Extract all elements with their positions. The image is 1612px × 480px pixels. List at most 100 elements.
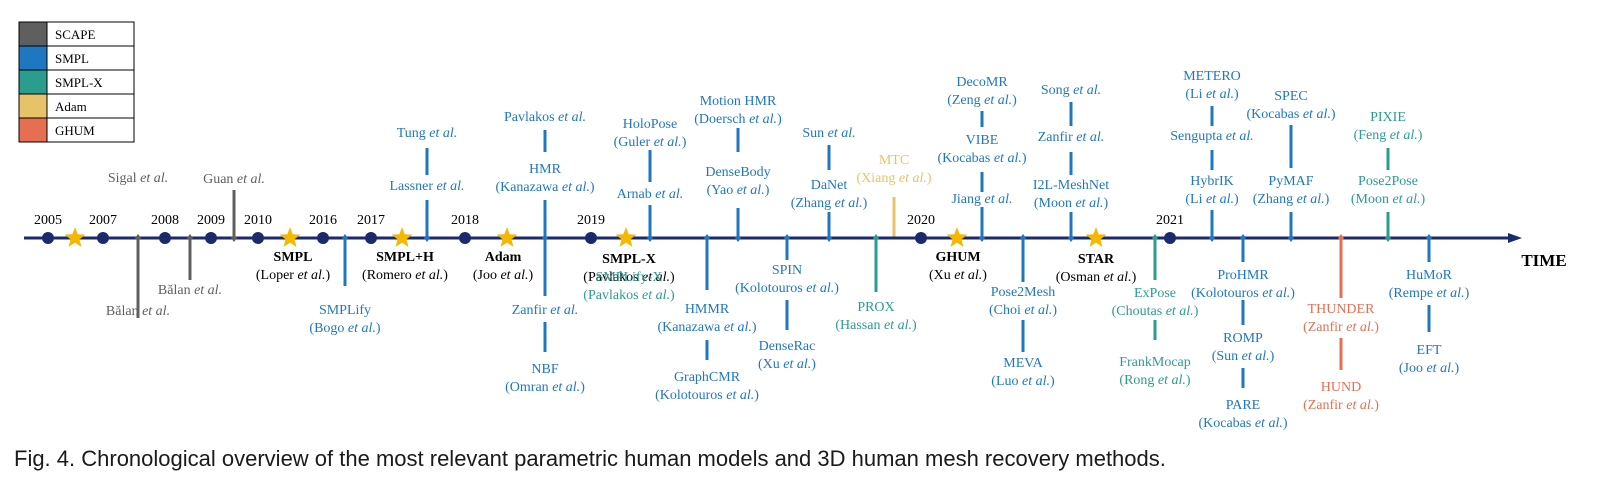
model-author: (Loper et al.) xyxy=(256,268,331,283)
method-marker xyxy=(826,234,832,242)
method-name-spec: SPEC xyxy=(1274,89,1307,104)
method-name-hmmr: HMMR xyxy=(685,302,730,317)
star-icon xyxy=(279,227,301,247)
method-name-holopose: HoloPose xyxy=(623,117,677,132)
method-name-metero: METERO xyxy=(1183,69,1241,84)
legend: SCAPE SMPL SMPL-X Adam GHUM xyxy=(18,21,135,143)
year-label-2009: 2009 xyxy=(197,213,225,228)
year-label-2021: 2021 xyxy=(1156,213,1184,228)
legend-label-ghum: GHUM xyxy=(55,123,95,138)
year-label-2010: 2010 xyxy=(244,213,272,228)
year-dot xyxy=(159,232,171,244)
method-author-pose2mesh: (Choi et al.) xyxy=(989,303,1057,318)
method-name-pixie: PIXIE xyxy=(1370,110,1406,125)
legend-label-adam: Adam xyxy=(55,99,87,114)
star-icon xyxy=(946,227,968,247)
method-label-song: Song et al. xyxy=(1041,83,1101,98)
method-author-nbf: (Omran et al.) xyxy=(505,380,585,395)
legend-swatch-adam xyxy=(18,93,48,119)
legend-cell xyxy=(46,45,135,71)
year-label-2019: 2019 xyxy=(577,213,605,228)
star-icon xyxy=(64,227,86,247)
method-author-humor: (Rempe et al.) xyxy=(1389,286,1470,301)
method-label-sun1: Sun et al. xyxy=(802,126,855,141)
legend-label-scape: SCAPE xyxy=(55,27,96,42)
method-author-hund: (Zanfir et al.) xyxy=(1303,398,1379,413)
method-name-i2l: I2L-MeshNet xyxy=(1033,178,1109,193)
method-name-pose2mesh: Pose2Mesh xyxy=(991,285,1056,300)
year-label-2008: 2008 xyxy=(151,213,179,228)
method-name-nbf: NBF xyxy=(531,362,558,377)
method-author-i2l: (Moon et al.) xyxy=(1034,196,1109,211)
method-name-prohmr: ProHMR xyxy=(1217,268,1269,283)
method-label-lassner: Lassner et al. xyxy=(389,179,464,194)
method-name-meva: MEVA xyxy=(1003,356,1043,371)
method-label-sigal: Sigal et al. xyxy=(108,171,168,186)
method-name-prox: PROX xyxy=(857,300,894,315)
legend-cell xyxy=(46,117,135,143)
method-marker xyxy=(873,234,879,242)
method-marker xyxy=(1240,234,1246,242)
method-label-jiang: Jiang et al. xyxy=(951,192,1012,207)
method-author-motionhmr: (Doersch et al.) xyxy=(694,112,782,127)
model-author: (Pavlakos et al.) xyxy=(583,270,675,285)
method-name-densebody: DenseBody xyxy=(705,165,770,180)
method-label-balan1: Bălan et al. xyxy=(106,304,170,319)
method-author-pare: (Kocabas et al.) xyxy=(1198,416,1287,431)
method-name-frankmocap: FrankMocap xyxy=(1119,355,1191,370)
legend-swatch-smpl xyxy=(18,45,48,71)
model-name: SMPL+H xyxy=(376,250,434,265)
method-name-smplify: SMPLify xyxy=(319,303,371,318)
method-marker xyxy=(735,234,741,242)
method-connectors xyxy=(136,102,1431,388)
method-author-smplify: (Bogo et al.) xyxy=(309,321,381,336)
method-author-smplifyx: (Pavlakos et al.) xyxy=(583,288,675,303)
method-name-spin: SPIN xyxy=(772,263,802,278)
model-author: (Joo et al.) xyxy=(473,268,534,283)
year-dot xyxy=(317,232,329,244)
method-marker xyxy=(542,234,548,242)
method-name-expose: ExPose xyxy=(1134,286,1176,301)
year-dot xyxy=(42,232,54,244)
method-name-thunder: THUNDER xyxy=(1308,302,1376,317)
method-name-mtc: MTC xyxy=(879,153,909,168)
method-author-romp: (Sun et al.) xyxy=(1212,349,1275,364)
model-name: SMPL xyxy=(274,250,313,265)
method-label-pavlakos: Pavlakos et al. xyxy=(504,110,586,125)
method-author-expose: (Choutas et al.) xyxy=(1112,304,1199,319)
method-name-pare: PARE xyxy=(1226,398,1261,413)
method-name-pose2pose: Pose2Pose xyxy=(1358,174,1418,189)
year-dot xyxy=(1164,232,1176,244)
method-marker xyxy=(1152,234,1158,242)
method-label-balan2: Bălan et al. xyxy=(158,283,222,298)
method-marker xyxy=(1288,234,1294,242)
method-label-sengupta: Sengupta et al. xyxy=(1170,129,1254,144)
method-author-holopose: (Guler et al.) xyxy=(614,135,687,150)
method-label-zanfir2: Zanfir et al. xyxy=(1038,130,1104,145)
method-author-denserac: (Xu et al.) xyxy=(758,357,816,372)
method-author-vibe: (Kocabas et al.) xyxy=(937,151,1026,166)
method-marker xyxy=(187,234,193,242)
method-author-decomr: (Zeng et al.) xyxy=(947,93,1017,108)
method-name-hybrik: HybrIK xyxy=(1190,174,1234,189)
method-marker xyxy=(1068,234,1074,242)
method-author-graphcmr: (Kolotouros et al.) xyxy=(655,388,759,403)
method-marker xyxy=(135,234,141,242)
model-author: (Osman et al.) xyxy=(1056,270,1137,285)
method-author-danet: (Zhang et al.) xyxy=(791,196,868,211)
legend-cell xyxy=(46,21,135,47)
legend-swatch-scape xyxy=(18,21,48,47)
method-name-denserac: DenseRac xyxy=(759,339,816,354)
star-icon xyxy=(496,227,518,247)
method-marker xyxy=(424,234,430,242)
method-author-pixie: (Feng et al.) xyxy=(1354,128,1423,143)
method-author-hmr: (Kanazawa et al.) xyxy=(495,180,594,195)
figure-caption: Fig. 4. Chronological overview of the mo… xyxy=(14,446,1166,471)
method-author-meva: (Luo et al.) xyxy=(991,374,1055,389)
method-label-guan: Guan et al. xyxy=(203,172,265,187)
legend-swatch-ghum xyxy=(18,117,48,143)
method-author-pymaf: (Zhang et al.) xyxy=(1253,192,1330,207)
year-label-2020: 2020 xyxy=(907,213,935,228)
method-marker xyxy=(1209,234,1215,242)
